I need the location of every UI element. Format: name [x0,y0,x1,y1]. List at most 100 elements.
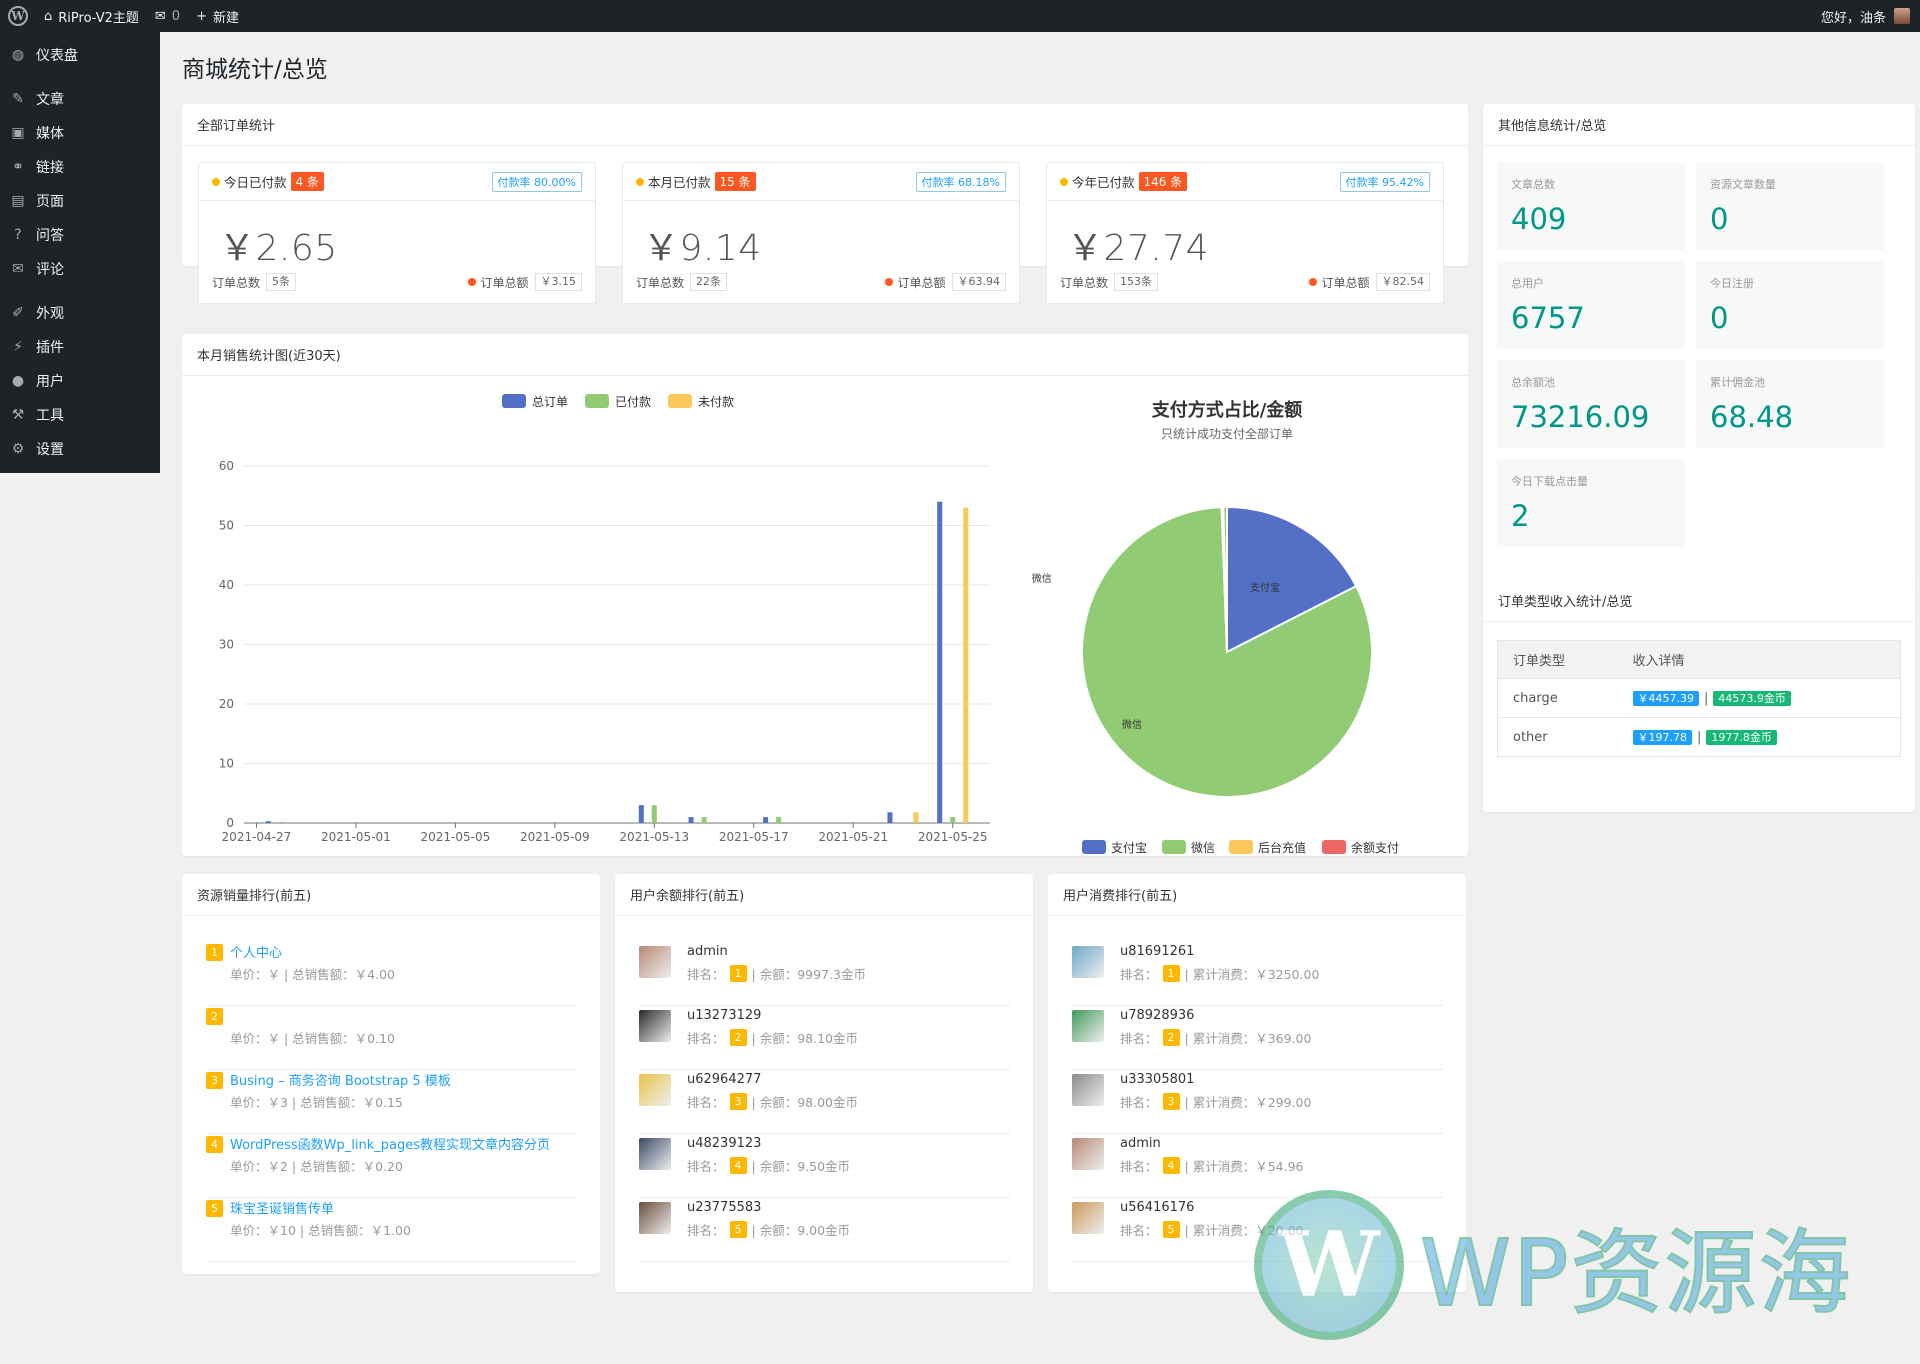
user-name[interactable]: u23775583 [687,1200,762,1215]
bar-已付款[interactable] [278,821,284,823]
user-name[interactable]: u56416176 [1120,1200,1195,1215]
resource-price-info: 单价：￥ | 总销售额：￥4.00 [230,967,395,982]
user-name[interactable]: admin [1120,1136,1161,1151]
bar-总订单[interactable] [265,821,271,823]
info-tile: 总余额池 73216.09 [1497,360,1685,448]
sidebar-item-label: 外观 [36,306,64,322]
x-tick-label: 2021-05-21 [818,830,888,844]
site-name-link[interactable]: ⌂ RiPro-V2主题 [44,8,139,26]
avatar[interactable] [1072,1010,1104,1042]
rank-detail: | 累计消费：￥299.00 [1184,1095,1312,1110]
sidebar-item-4[interactable]: ⚭ 链接 [0,150,160,184]
user-name[interactable]: u48239123 [687,1136,762,1151]
order-sum-value: ￥63.94 [951,273,1006,291]
watermark-text: WP资源海 [1419,1219,1853,1328]
bar-已付款[interactable] [776,817,782,823]
appearance-icon: ✐ [12,305,24,321]
tools-icon: ⚒ [11,407,25,423]
resource-link[interactable]: WordPress函数Wp_link_pages教程实现文章内容分页 [230,1138,550,1153]
bar-未付款[interactable] [963,507,969,823]
status-dot [1060,177,1068,186]
rank-label: 排名： [687,1159,725,1174]
sidebar-item-2[interactable]: ✎ 文章 [0,82,160,116]
sidebar-item-label: 问答 [36,228,64,244]
sidebar-item-11[interactable]: ⚒ 工具 [0,398,160,432]
bar-总订单[interactable] [887,812,893,823]
bar-总订单[interactable] [937,501,943,823]
avatar[interactable] [639,1010,671,1042]
resource-link[interactable]: 珠宝圣诞销售传单 [230,1202,335,1217]
sidebar-item-1[interactable]: ◍ 仪表盘 [0,38,160,72]
sidebar-item-8[interactable]: ✐ 外观 [0,296,160,330]
avatar[interactable] [639,1202,671,1234]
user-name[interactable]: u78928936 [1120,1008,1195,1023]
sidebar-item-5[interactable]: ▤ 页面 [0,184,160,218]
bar-总订单[interactable] [688,817,694,823]
pie-slice-微信[interactable] [1081,506,1373,798]
legend-label: 微信 [1191,841,1215,855]
avatar[interactable] [1072,1074,1104,1106]
avatar[interactable] [639,1138,671,1170]
user-rank-info: 排名： 4 | 累计消费：￥54.96 [1120,1156,1304,1175]
col-order-type: 订单类型 [1497,640,1618,679]
info-label: 今日注册 [1710,277,1754,290]
rank-number: 3 [206,1072,223,1089]
sidebar-item-6[interactable]: ? 问答 [0,218,160,252]
list-item: u13273129 排名： 2 | 余额：98.10金币 [639,1006,1011,1070]
avatar[interactable] [1072,1202,1104,1234]
y-tick-label: 20 [219,697,234,711]
list-item: u33305801 排名： 3 | 累计消费：￥299.00 [1072,1070,1444,1134]
bar-未付款[interactable] [913,812,919,823]
bar-总订单[interactable] [763,817,769,823]
rank-label: 排名： [687,1223,725,1238]
avatar[interactable] [639,946,671,978]
info-label: 总用户 [1511,277,1544,290]
x-tick-label: 2021-04-27 [222,830,292,844]
pie-slice-微信[interactable] [1222,505,1228,653]
sidebar-item-12[interactable]: ⚙ 设置 [0,432,160,466]
rank-number: 1 [1162,965,1180,982]
order-stat-footer: 订单总数 5条 订单总额 ￥3.15 [212,273,582,291]
legend-label: 未付款 [698,395,734,409]
order-total-value: 153条 [1114,273,1159,291]
avatar[interactable] [1072,1138,1104,1170]
bar-已付款[interactable] [651,805,657,823]
new-content-link[interactable]: + 新建 [196,8,239,26]
account-greeting[interactable]: 您好，油条 [1820,10,1886,26]
wordpress-icon: W [8,6,28,26]
spend-rank-card: 用户消费排行(前五) u81691261 排名： 1 | 累计消费：￥3250.00 u… [1048,874,1466,1292]
list-item: admin 排名： 1 | 余额：9997.3金币 [639,942,1011,1006]
avatar[interactable] [639,1074,671,1106]
avatar[interactable] [1072,946,1104,978]
sidebar-item-7[interactable]: ✉ 评论 [0,252,160,286]
user-name[interactable]: u81691261 [1120,944,1195,959]
comments-link[interactable]: ✉ 0 [154,8,181,24]
wp-logo-button[interactable]: W [0,0,36,32]
user-rank-info: 排名： 1 | 累计消费：￥3250.00 [1120,964,1319,983]
bar-已付款[interactable] [701,817,707,823]
comment-icon: ✉ [12,261,24,277]
resource-link[interactable]: Busing – 商务咨询 Bootstrap 5 模板 [230,1074,451,1089]
resource-link[interactable]: 个人中心 [230,946,283,961]
user-name[interactable]: u62964277 [687,1072,762,1087]
legend-swatch [668,394,692,408]
user-name[interactable]: admin [687,944,728,959]
pie-slice-支付宝[interactable] [1226,505,1358,654]
y-tick-label: 40 [219,578,234,592]
bar-总订单[interactable] [638,805,644,823]
sidebar-item-3[interactable]: ▣ 媒体 [0,116,160,150]
info-label: 今日下载点击量 [1511,475,1588,488]
user-name[interactable]: u13273129 [687,1008,762,1023]
info-value: 409 [1511,202,1567,236]
rank-number: 5 [729,1221,747,1238]
bar-已付款[interactable] [950,817,956,823]
user-name[interactable]: u33305801 [1120,1072,1195,1087]
sidebar-item-10[interactable]: ● 用户 [0,364,160,398]
sidebar-item-9[interactable]: ⚡ 插件 [0,330,160,364]
avatar[interactable] [1894,8,1910,24]
user-rank-info: 排名： 5 | 余额：9.00金币 [687,1220,850,1239]
list-item: 4 WordPress函数Wp_link_pages教程实现文章内容分页 单价：￥2… [206,1134,576,1198]
x-tick-label: 2021-05-17 [719,830,789,844]
y-tick-label: 10 [219,757,234,771]
x-tick-label: 2021-05-13 [619,830,689,844]
